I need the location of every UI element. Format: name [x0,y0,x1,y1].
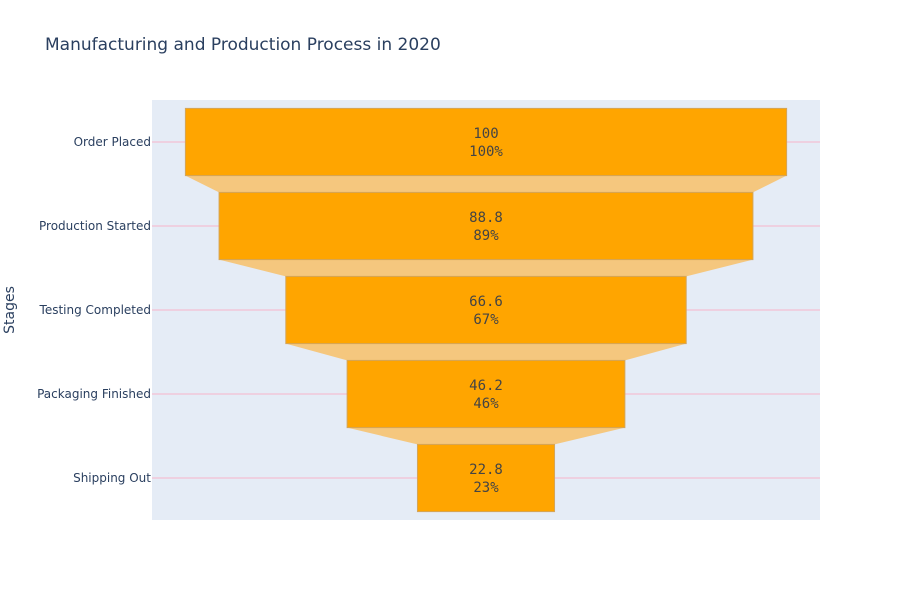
bar-percent-label: 100% [469,144,503,160]
funnel-connector [219,259,753,277]
y-tick-label: Packaging Finished [37,387,151,401]
funnel-bar [218,191,754,261]
bar-value-label: 88.8 [469,210,503,226]
funnel-bar [184,107,788,177]
y-tick-labels: Order Placed Production Started Testing Co… [37,135,151,485]
bar-percent-label: 89% [473,228,499,244]
bar-value-label: 100 [473,126,498,142]
y-tick-label: Shipping Out [73,471,151,485]
funnel-connectors [185,175,787,445]
funnel-connector [347,427,625,445]
chart-title: Manufacturing and Production Process in … [45,35,441,55]
funnel-connector [185,175,787,193]
y-tick-label: Production Started [39,219,151,233]
funnel-bar [285,275,687,345]
y-tick-label: Order Placed [74,135,151,149]
y-axis-title: Stages [2,286,18,334]
bar-value-label: 22.8 [469,462,503,478]
funnel-bars [184,107,788,513]
bar-percent-label: 23% [473,480,499,496]
funnel-connector [285,343,687,361]
bar-percent-label: 67% [473,312,499,328]
bar-percent-label: 46% [473,396,499,412]
bar-labels: 100 100% 88.8 89% 66.6 67% 46.2 46% 22.8 23% [469,126,503,496]
bar-value-label: 46.2 [469,378,503,394]
funnel-bar [416,443,556,513]
funnel-bar [346,359,626,429]
bar-value-label: 66.6 [469,294,503,310]
y-tick-label: Testing Completed [39,303,151,317]
